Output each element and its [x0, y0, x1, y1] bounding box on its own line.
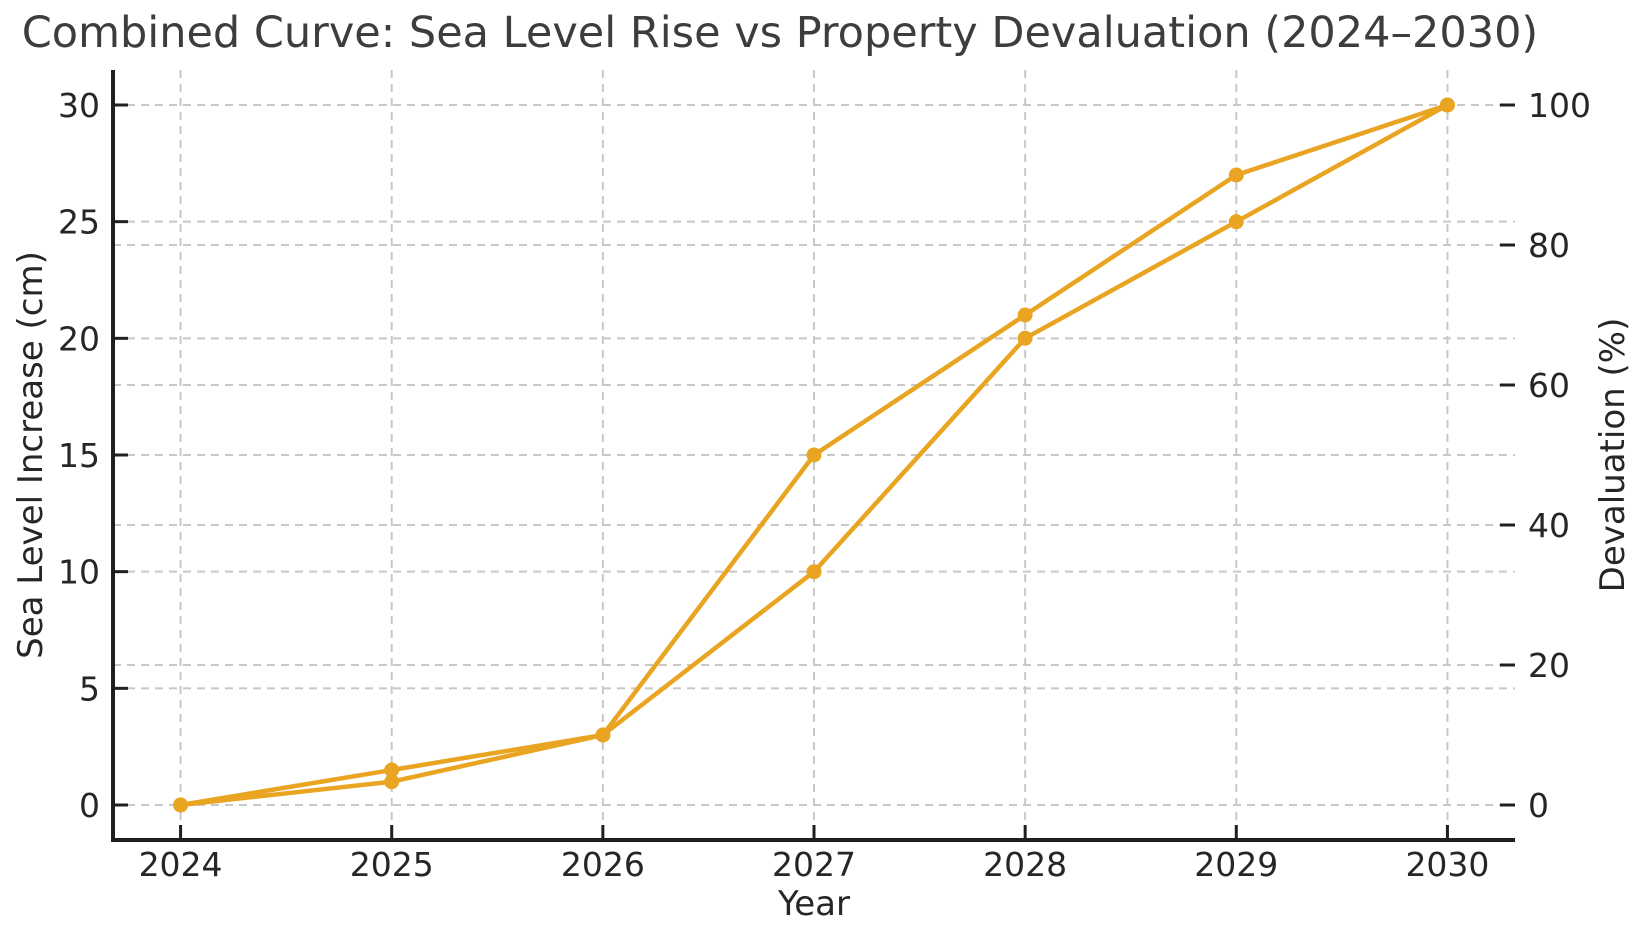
right-y-tick-label: 80 [1528, 226, 1570, 265]
left-y-tick-label: 25 [58, 203, 100, 242]
x-tick-label: 2025 [350, 845, 434, 884]
left-y-tick-label: 10 [58, 553, 100, 592]
left-y-tick-label: 15 [58, 436, 100, 475]
data-point-marker [384, 762, 400, 778]
data-point-marker [1017, 307, 1033, 323]
left-y-tick-label: 0 [79, 786, 100, 825]
x-axis-label: Year [778, 884, 850, 924]
x-tick-label: 2024 [139, 845, 223, 884]
right-y-tick-label: 0 [1528, 786, 1549, 825]
left-y-tick-label: 30 [58, 86, 100, 125]
data-point-marker [1228, 214, 1244, 230]
right-y-tick-label: 20 [1528, 646, 1570, 685]
data-point-marker [595, 727, 611, 743]
right-y-axis-label: Devaluation (%) [1593, 317, 1633, 593]
x-tick-label: 2029 [1194, 845, 1278, 884]
x-tick-label: 2028 [983, 845, 1067, 884]
left-y-tick-label: 5 [79, 669, 100, 708]
data-point-marker [806, 564, 822, 580]
left-y-axis-label: Sea Level Increase (cm) [11, 251, 51, 659]
x-tick-label: 2026 [561, 845, 645, 884]
data-point-marker [806, 447, 822, 463]
data-point-marker [173, 797, 189, 813]
chart-title: Combined Curve: Sea Level Rise vs Proper… [21, 8, 1539, 58]
right-y-tick-label: 60 [1528, 366, 1570, 405]
right-y-tick-label: 100 [1528, 86, 1591, 125]
x-tick-label: 2027 [772, 845, 856, 884]
data-point-marker [384, 774, 400, 790]
data-point-marker [1017, 330, 1033, 346]
right-y-tick-label: 40 [1528, 506, 1570, 545]
data-point-marker [1228, 167, 1244, 183]
data-point-marker [1439, 97, 1455, 113]
x-tick-label: 2030 [1405, 845, 1489, 884]
left-y-tick-label: 20 [58, 319, 100, 358]
